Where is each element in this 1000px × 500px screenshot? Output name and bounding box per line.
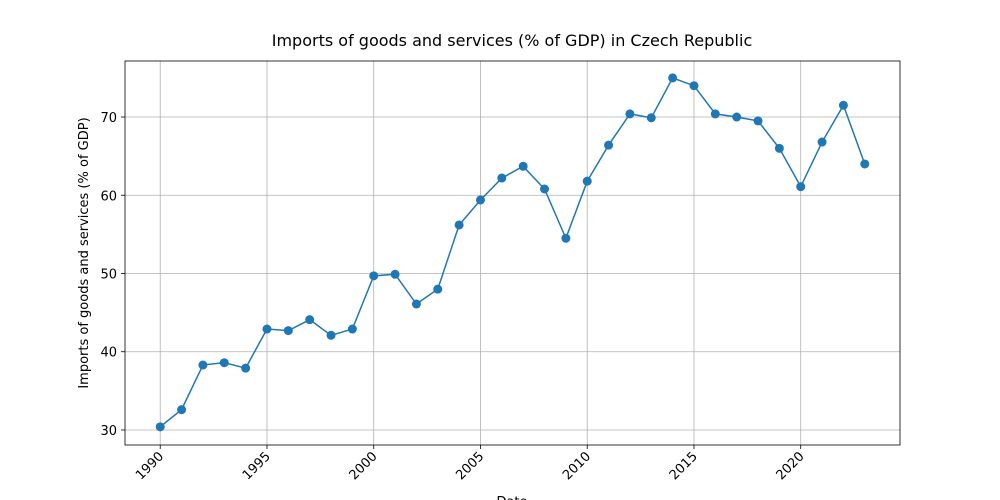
data-point [433,284,443,294]
y-axis-label: Imports of goods and services (% of GDP) [77,117,92,388]
data-point [604,140,614,150]
data-point [454,220,464,230]
plot-frame [124,60,901,446]
data-point [753,116,763,126]
data-point [582,176,592,186]
data-point [497,173,507,183]
data-point [774,143,784,153]
data-point [646,113,656,123]
data-point [860,159,870,169]
data-point [518,161,528,171]
data-point [198,360,208,370]
data-point [625,109,635,119]
y-tick-label: 40 [100,346,117,361]
data-point [177,405,187,415]
data-point [347,324,357,334]
data-point [817,137,827,147]
chart-title: Imports of goods and services (% of GDP)… [272,31,753,50]
data-point [710,109,720,119]
data-point [689,81,699,91]
y-tick-label: 50 [100,267,117,282]
data-point [732,112,742,122]
data-point [561,233,571,243]
data-point [262,324,272,334]
data-point [305,315,315,325]
data-point [283,326,293,336]
x-axis-label: Date [496,495,527,500]
data-point [668,73,678,83]
y-tick-label: 70 [100,111,117,126]
data-point [326,330,336,340]
data-point [475,195,485,205]
data-point [369,271,379,281]
data-point [390,269,400,279]
y-tick-label: 60 [100,189,117,204]
data-point [838,100,848,110]
data-point [219,358,229,368]
data-point [411,299,421,309]
y-tick-label: 30 [100,424,117,439]
data-point [540,184,550,194]
data-point [155,422,165,432]
data-point [241,363,251,373]
data-line [159,76,866,428]
data-point [796,182,806,192]
